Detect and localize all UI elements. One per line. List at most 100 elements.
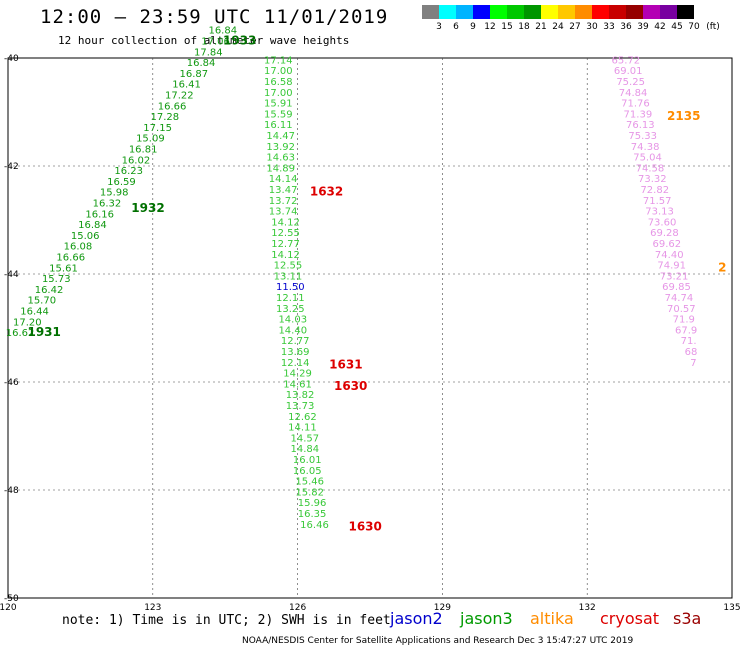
wave-height-label: 14.40 <box>278 325 307 336</box>
x-tick-label: 132 <box>579 603 596 613</box>
wave-height-label: 74.74 <box>665 293 694 304</box>
scale-label: 27 <box>569 22 581 32</box>
scale-label: 21 <box>535 22 547 32</box>
units-note: note: 1) Time is in UTC; 2) SWH is in fe… <box>62 613 391 628</box>
wave-height-label: 16.05 <box>293 466 322 477</box>
wave-height-label: 13.92 <box>266 142 295 153</box>
wave-height-label: 74.91 <box>657 261 686 272</box>
wave-height-label: 75.33 <box>628 131 657 142</box>
wave-height-label: 69.28 <box>650 228 679 239</box>
wave-height-label: 14.03 <box>278 315 307 326</box>
wave-height-label: 14.14 <box>269 174 298 185</box>
scale-swatch <box>558 5 575 19</box>
wave-height-label: 15.06 <box>71 231 100 242</box>
wave-height-label: 15.73 <box>42 274 71 285</box>
scale-swatch <box>490 5 507 19</box>
wave-height-label: 16.44 <box>20 307 49 318</box>
y-tick-label: -40 <box>4 54 19 64</box>
wave-height-label: 12.55 <box>274 261 303 272</box>
wave-height-label: 74.40 <box>655 250 684 261</box>
wave-height-label: 16.35 <box>298 509 327 520</box>
scale-label: 33 <box>603 22 615 32</box>
scale-label: 42 <box>654 22 666 32</box>
scale-swatch <box>660 5 677 19</box>
wave-height-label: 16.41 <box>172 80 201 91</box>
wave-height-label: 74.58 <box>636 163 665 174</box>
scale-label: 70 <box>688 22 700 32</box>
pass-time-label: 2135 <box>667 109 700 123</box>
legend-cryosat: cryosat <box>600 609 660 628</box>
wave-height-label: 14.89 <box>266 163 295 174</box>
wave-height-label: 71. <box>681 336 697 347</box>
wave-height-label: 15.59 <box>264 109 293 120</box>
wave-height-label: 69.62 <box>653 239 682 250</box>
wave-height-label: 14.84 <box>291 444 320 455</box>
scale-label: 3 <box>436 22 442 32</box>
wave-height-label: 16.84 <box>78 220 107 231</box>
wave-height-label: 73.60 <box>648 217 677 228</box>
wave-height-label: 16.02 <box>122 155 151 166</box>
wave-height-label: 13.69 <box>281 347 310 358</box>
wave-height-label: 17.14 <box>264 55 293 66</box>
wave-height-label: 14.12 <box>271 250 300 261</box>
scale-label: 45 <box>671 22 683 32</box>
wave-height-label: 13.82 <box>286 390 315 401</box>
wave-height-label: 69.01 <box>614 66 643 77</box>
wave-height-label: 73.13 <box>645 207 674 218</box>
scale-label: 39 <box>637 22 649 32</box>
wave-height-label: 16.01 <box>293 455 322 466</box>
wave-height-label: 13.47 <box>269 185 298 196</box>
wave-height-label: 12.14 <box>281 358 310 369</box>
wave-height-label: 15.70 <box>27 296 56 307</box>
chart-subtitle: 12 hour collection of altimeter wave hei… <box>58 34 350 47</box>
wave-height-label: 13.73 <box>286 401 315 412</box>
wave-height-label: 17.06 <box>201 37 230 48</box>
scale-swatch <box>422 5 439 19</box>
wave-height-label: 15.46 <box>295 477 324 488</box>
wave-height-label: 14.63 <box>266 153 295 164</box>
scale-swatch <box>592 5 609 19</box>
scale-swatch <box>643 5 660 19</box>
wave-height-label: 13.11 <box>274 271 303 282</box>
scale-label: 12 <box>484 22 496 32</box>
wave-height-label: 16.87 <box>180 69 209 80</box>
wave-height-label: 68 <box>685 347 698 358</box>
wave-height-label: 12.77 <box>281 336 310 347</box>
wave-height-label: 12.11 <box>276 293 305 304</box>
wave-height-label: 16.81 <box>129 145 158 156</box>
pass-time-label: 2 <box>718 260 726 274</box>
wave-height-label: 15.09 <box>136 134 165 145</box>
wave-height-label: 15.82 <box>295 487 324 498</box>
wave-height-label: 16.46 <box>300 520 329 531</box>
legend-s3a: s3a <box>673 609 702 628</box>
wave-height-label: 71.9 <box>673 315 695 326</box>
scale-swatch <box>609 5 626 19</box>
wave-height-label: 71.39 <box>624 109 653 120</box>
legend-jason2: jason2 <box>390 609 443 628</box>
scale-label: 9 <box>470 22 476 32</box>
wave-height-label: 13.25 <box>276 304 305 315</box>
pass-time-label: 1630 <box>348 520 381 534</box>
wave-height-label: 72.82 <box>640 185 669 196</box>
wave-height-label: 16.58 <box>264 77 293 88</box>
wave-height-label: 12.77 <box>271 239 300 250</box>
scale-swatch <box>507 5 524 19</box>
wave-height-label: 15.98 <box>100 188 129 199</box>
wave-height-label: 76.13 <box>626 120 655 131</box>
wave-height-label: 17.00 <box>264 66 293 77</box>
wave-height-label: 71.76 <box>621 99 650 110</box>
wave-height-label: 17.22 <box>165 91 194 102</box>
wave-height-label: 12.55 <box>271 228 300 239</box>
wave-height-label: 14.61 <box>283 379 312 390</box>
wave-height-label: 16.23 <box>114 166 143 177</box>
wave-height-label: 71.57 <box>643 196 672 207</box>
y-tick-label: -44 <box>4 270 19 280</box>
scale-swatch <box>626 5 643 19</box>
wave-height-label: 75.04 <box>633 153 662 164</box>
scale-label: 15 <box>501 22 513 32</box>
wave-height-label: 16.11 <box>264 120 293 131</box>
scale-swatch <box>524 5 541 19</box>
wave-height-label: 13.74 <box>269 207 298 218</box>
scale-label: 6 <box>453 22 459 32</box>
